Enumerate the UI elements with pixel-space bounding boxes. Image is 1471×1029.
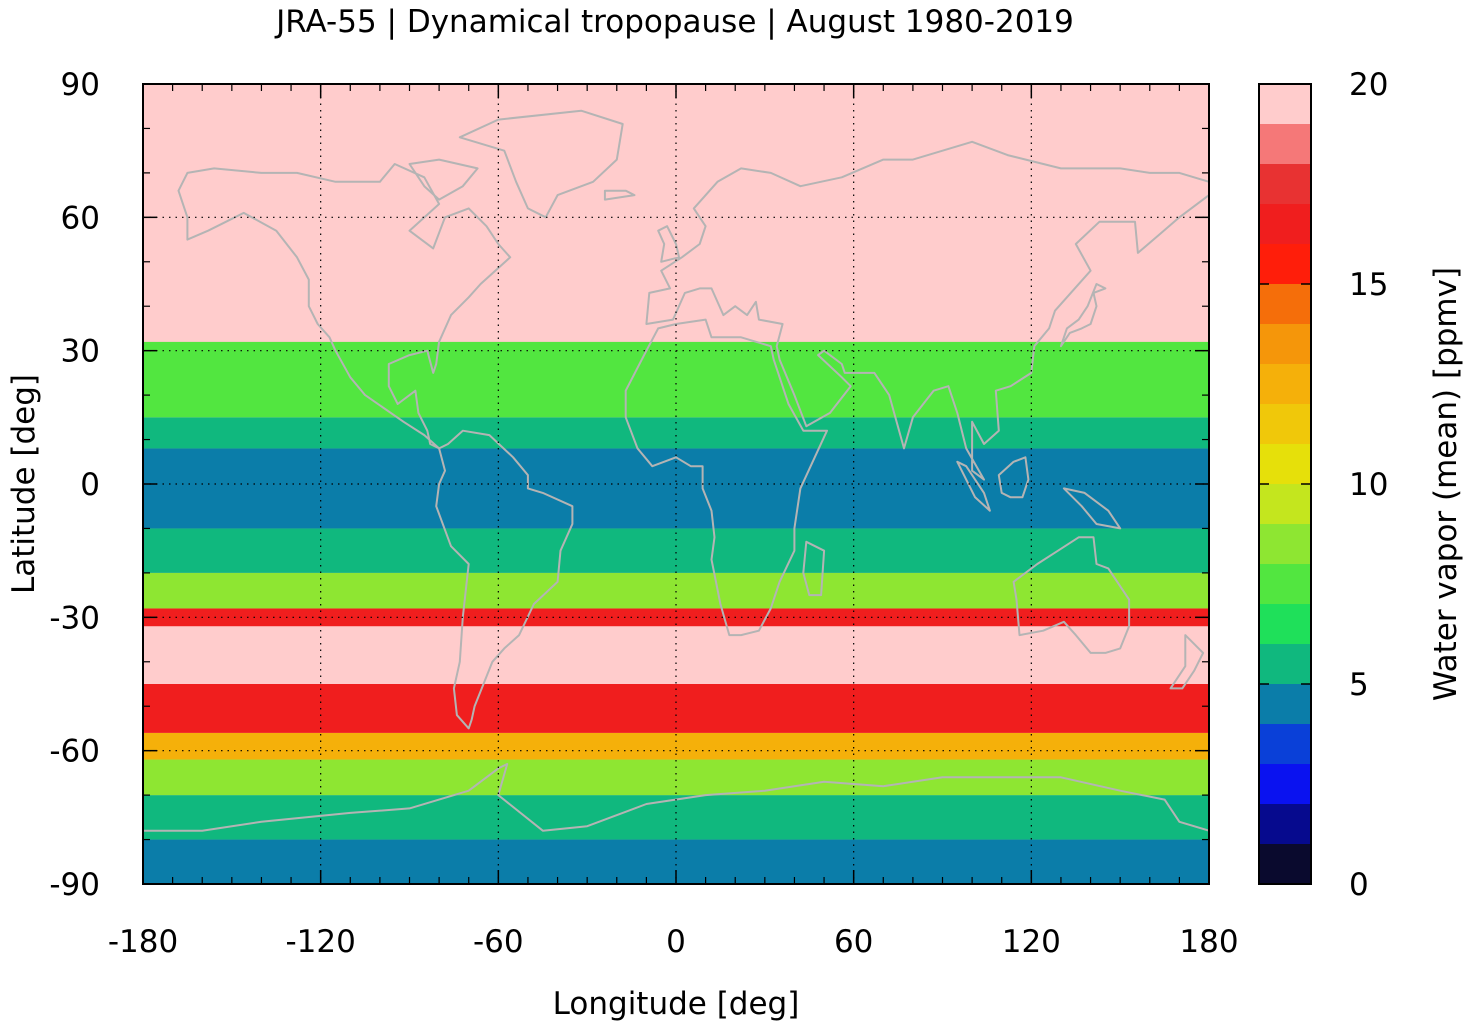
x-tick-label: 0 xyxy=(666,924,686,960)
zonal-band xyxy=(143,84,1209,342)
coastline xyxy=(1169,634,1205,690)
colorbar-segment xyxy=(1259,524,1311,564)
coastline xyxy=(624,318,828,637)
zonal-band xyxy=(143,626,1209,684)
coastline xyxy=(1012,536,1131,654)
colorbar-label: Water vapor (mean) [ppmv] xyxy=(1428,267,1464,701)
coastline xyxy=(435,429,574,730)
y-axis-label: Latitude [deg] xyxy=(6,374,42,594)
colorbar-tick-label: 20 xyxy=(1349,67,1388,103)
y-tick-label: 60 xyxy=(61,200,100,236)
coastlines xyxy=(143,109,1209,884)
colorbar-segment xyxy=(1259,364,1311,404)
colorbar-segment xyxy=(1259,164,1311,204)
zonal-band xyxy=(143,732,1209,760)
x-tick-label: 60 xyxy=(834,924,873,960)
zonal-band xyxy=(143,341,1209,418)
y-tick-label: -30 xyxy=(49,600,100,636)
colorbar-segment xyxy=(1259,444,1311,484)
colorbar-segment xyxy=(1259,644,1311,684)
x-tick-label: 180 xyxy=(1179,924,1238,960)
x-tick-label: -180 xyxy=(108,924,178,960)
colorbar-tick-label: 15 xyxy=(1349,267,1388,303)
y-tick-label: 0 xyxy=(80,467,100,503)
y-tick-label: 30 xyxy=(61,334,100,370)
grid-lines xyxy=(143,84,1209,884)
colorbar-segment xyxy=(1259,244,1311,284)
coastline xyxy=(458,109,624,219)
colorbar-tick-label: 10 xyxy=(1349,467,1388,503)
colorbar-segment xyxy=(1259,564,1311,604)
plot-tick-marks xyxy=(142,83,1210,885)
coastline xyxy=(603,189,636,201)
colorbar-tick-labels: 0 5 10 15 20 xyxy=(1349,67,1388,903)
x-tick-labels: -180 -120 -60 0 60 120 180 xyxy=(108,924,1239,960)
x-tick-label: 120 xyxy=(1002,924,1061,960)
colorbar-segment xyxy=(1259,724,1311,764)
x-tick-label: -60 xyxy=(473,924,524,960)
coastline xyxy=(143,763,1209,884)
y-tick-label: 90 xyxy=(61,67,100,103)
chart-title: JRA-55 | Dynamical tropopause | August 1… xyxy=(274,4,1074,40)
colorbar xyxy=(1258,83,1312,885)
coastline xyxy=(645,140,1209,481)
y-tick-labels: 90 60 30 0 -30 -60 -90 xyxy=(49,67,100,903)
colorbar-segment xyxy=(1259,324,1311,364)
y-tick-label: -90 xyxy=(49,867,100,903)
colorbar-segment xyxy=(1259,764,1311,804)
colorbar-segment xyxy=(1259,484,1311,524)
colorbar-segment xyxy=(1259,124,1311,164)
colorbar-segment xyxy=(1259,804,1311,844)
x-tick-label: -120 xyxy=(285,924,355,960)
colorbar-segment xyxy=(1259,844,1311,884)
coastline xyxy=(802,540,826,597)
coastline xyxy=(408,158,479,201)
coastline xyxy=(956,460,991,512)
colorbar-tick-label: 5 xyxy=(1349,667,1369,703)
colorbar-segment xyxy=(1259,684,1311,724)
colorbar-segment xyxy=(1259,84,1311,124)
colorbar-segment xyxy=(1259,404,1311,444)
y-tick-label: -60 xyxy=(49,734,100,770)
colorbar-segment xyxy=(1259,284,1311,324)
coastline xyxy=(177,163,512,450)
coastline xyxy=(657,225,680,263)
coastline xyxy=(997,456,1030,499)
colorbar-segment xyxy=(1259,604,1311,644)
x-axis-label: Longitude [deg] xyxy=(553,986,800,1022)
coastline xyxy=(1059,283,1107,348)
colorbar-segment xyxy=(1259,204,1311,244)
coastline xyxy=(1062,487,1122,530)
plot-area xyxy=(143,84,1209,884)
colorbar-tick-label: 0 xyxy=(1349,867,1369,903)
